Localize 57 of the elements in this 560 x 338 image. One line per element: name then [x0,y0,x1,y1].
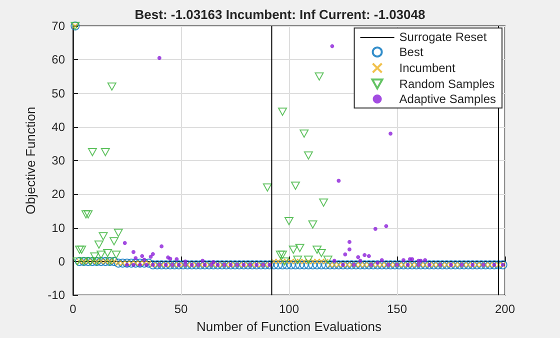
point [98,232,108,240]
y-tick-label: 70 [52,19,66,33]
point [96,250,106,259]
point [114,228,123,237]
point [290,182,300,190]
point [81,210,90,218]
y-axis-title: Objective Function [22,106,38,214]
legend-label: Best [399,45,424,59]
point [316,248,326,258]
point [107,82,116,91]
point [262,183,272,192]
point [314,72,324,81]
point [276,250,285,259]
point [103,248,112,258]
point [304,151,313,160]
point [288,246,298,254]
x-tick-label: 200 [494,302,516,316]
point [77,246,86,254]
legend-label: Surrogate Reset [399,30,488,44]
y-tick-label: 30 [52,154,66,168]
point [74,246,84,254]
point [100,148,110,156]
x-axis-title: Number of Function Evaluations [196,319,382,334]
point [278,108,288,116]
point [300,130,309,138]
y-tick-label: 60 [52,52,66,67]
point [323,256,332,264]
y-tick-label: 40 [52,120,66,134]
y-tick-label: 50 [52,86,66,100]
legend-label: Incumbent [399,61,456,75]
x-tick-label: 150 [386,302,408,316]
legend-label: Random Samples [399,77,495,91]
legend-label: Adaptive Samples [399,92,496,106]
x-tick-label: 0 [70,302,77,316]
point [94,240,104,249]
point [293,256,302,264]
point [280,257,290,266]
point [319,198,328,207]
point [295,244,304,252]
y-tick-label: 20 [52,187,66,202]
point [278,250,288,259]
y-tick-label: 0 [58,254,66,268]
point [112,250,121,259]
point [88,148,97,156]
point [304,256,313,264]
x-tick-label: 50 [174,302,188,316]
point [284,217,294,226]
point [312,246,322,254]
point [308,220,318,229]
point [84,210,93,218]
point [72,257,82,266]
point [90,252,100,261]
point [110,237,119,246]
x-tick-label: 100 [278,302,300,316]
y-tick-label: -10 [48,288,66,302]
chart-title: Best: -1.03163 Incumbent: Inf Current: -1.03048 [134,7,426,22]
y-tick-label: 10 [52,220,66,235]
